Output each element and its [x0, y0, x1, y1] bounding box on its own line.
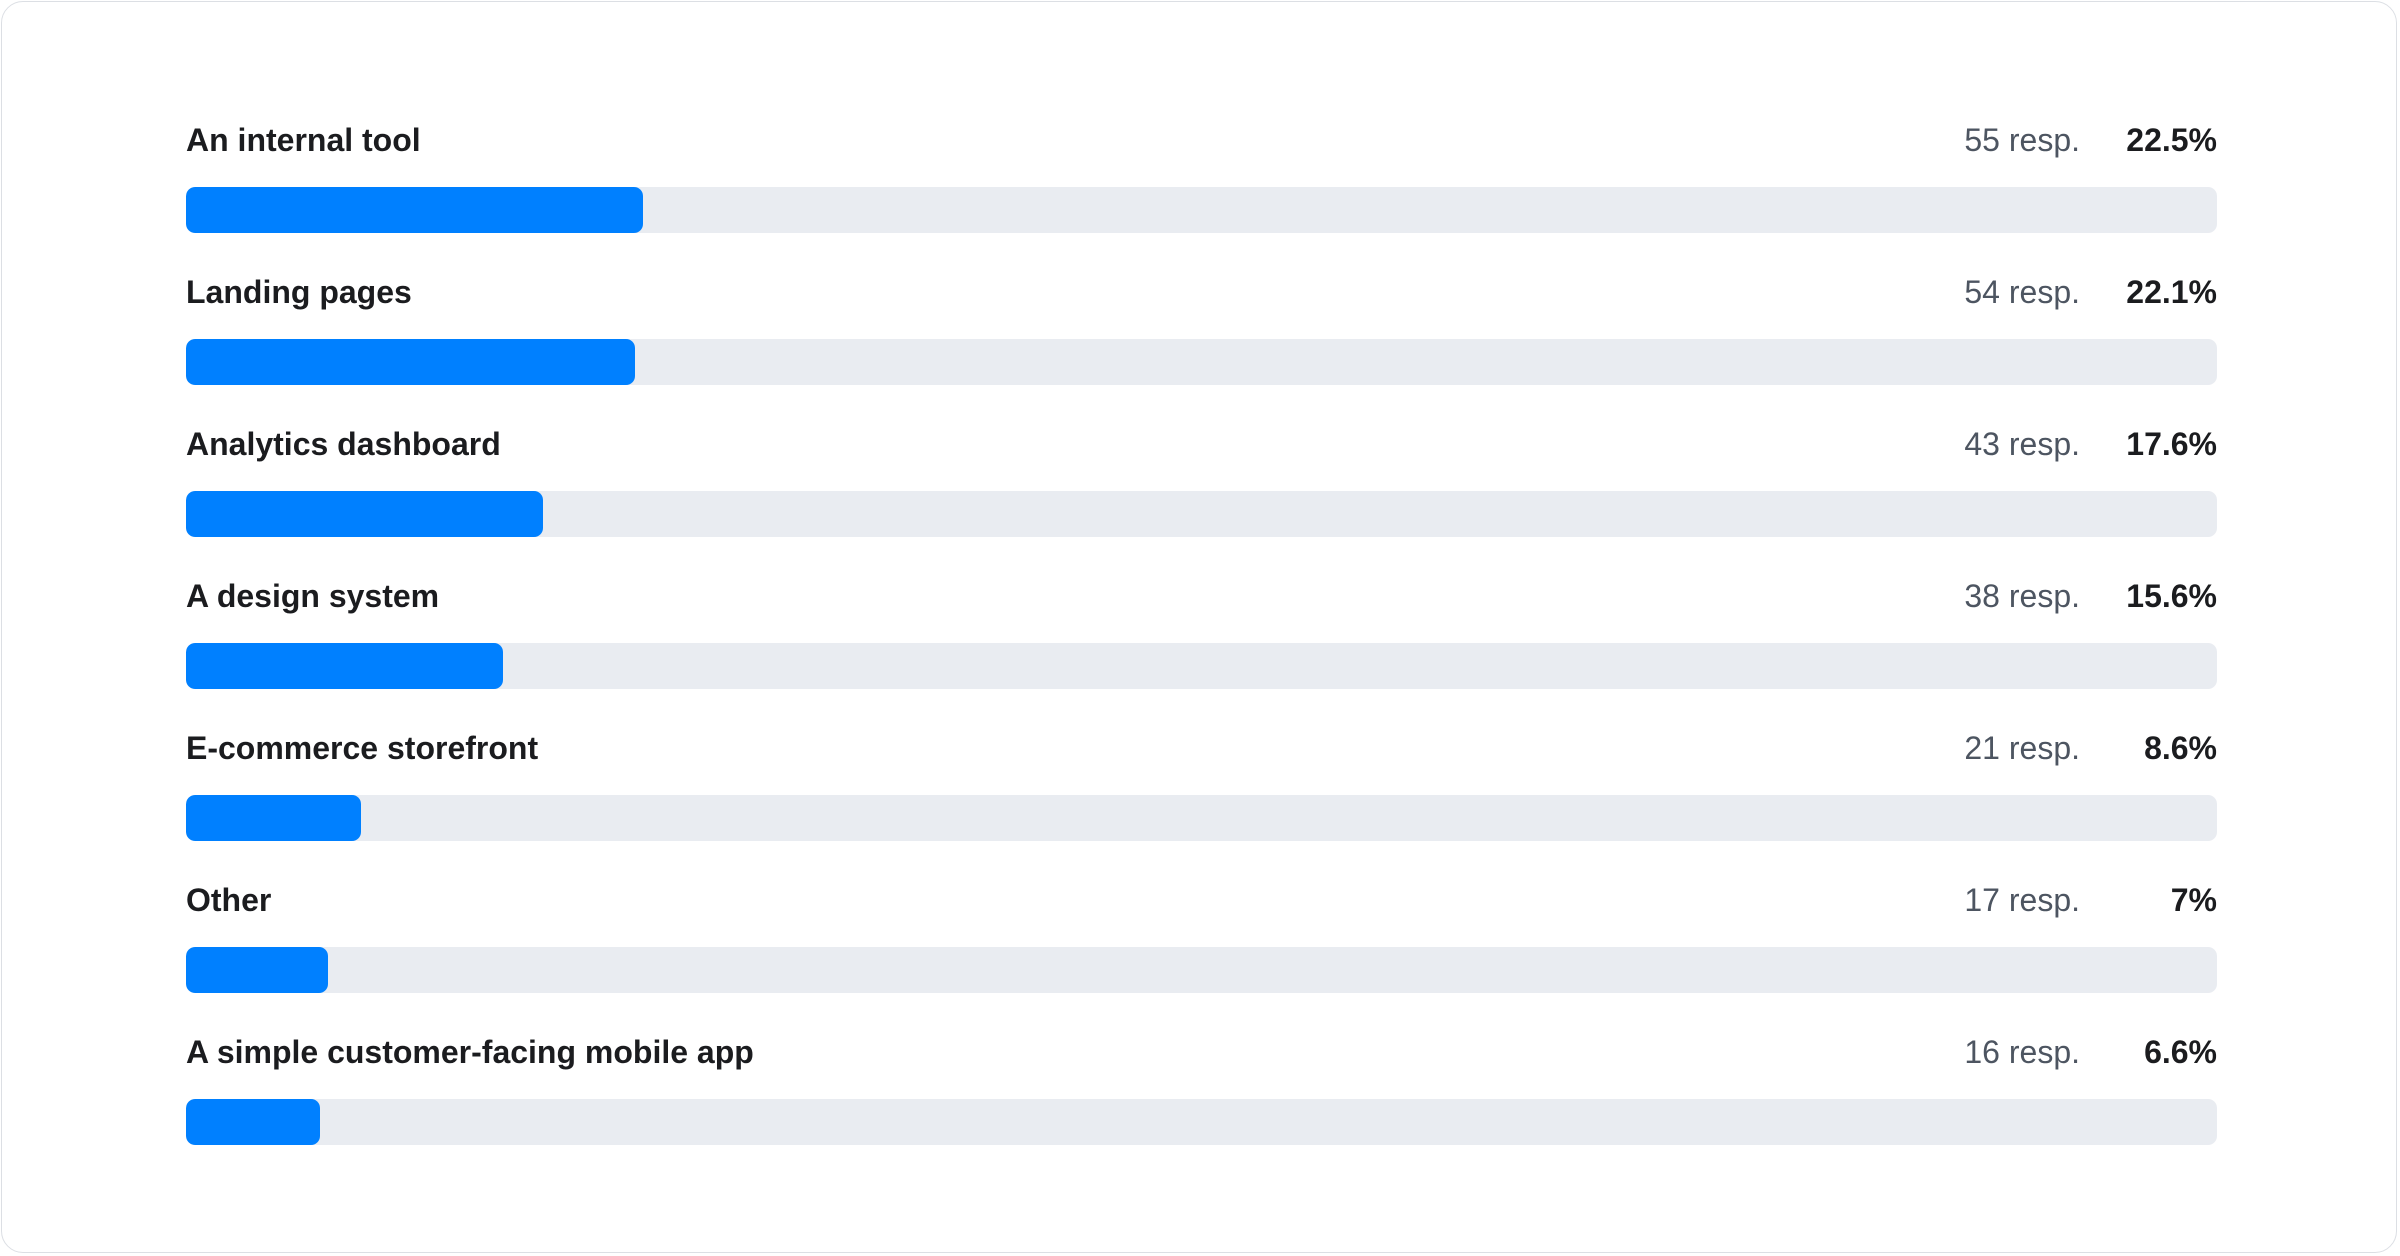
option-label: E-commerce storefront — [186, 729, 539, 766]
bar-track — [186, 1099, 2217, 1145]
row-header: E-commerce storefront 21 resp. 8.6% — [186, 725, 2217, 771]
response-count: 55 resp. — [1964, 121, 2080, 158]
row-header: A simple customer-facing mobile app 16 r… — [186, 1029, 2217, 1075]
bar-track — [186, 947, 2217, 993]
response-count: 17 resp. — [1964, 881, 2080, 918]
bar-track — [186, 339, 2217, 385]
percent-value: 15.6% — [2126, 577, 2217, 614]
response-count: 21 resp. — [1964, 729, 2080, 766]
percent-value: 22.5% — [2126, 121, 2217, 158]
response-count: 16 resp. — [1964, 1033, 2080, 1070]
bar-track — [186, 187, 2217, 233]
row-header: Other 17 resp. 7% — [186, 877, 2217, 923]
response-count: 43 resp. — [1964, 425, 2080, 462]
bar-track — [186, 491, 2217, 537]
result-row: Landing pages 54 resp. 22.1% — [186, 269, 2217, 421]
percent-value: 7% — [2170, 881, 2217, 918]
option-label: Other — [186, 881, 272, 918]
percent-value: 6.6% — [2144, 1033, 2217, 1070]
response-count: 54 resp. — [1964, 273, 2080, 310]
results-list: An internal tool 55 resp. 22.5% Landing … — [186, 117, 2217, 1181]
option-label: A simple customer-facing mobile app — [186, 1033, 754, 1070]
result-row: A design system 38 resp. 15.6% — [186, 573, 2217, 725]
bar-fill — [186, 947, 329, 993]
bar-fill — [186, 491, 544, 537]
row-header: A design system 38 resp. 15.6% — [186, 573, 2217, 619]
bar-fill — [186, 643, 503, 689]
result-row: E-commerce storefront 21 resp. 8.6% — [186, 725, 2217, 877]
bar-track — [186, 643, 2217, 689]
row-header: Landing pages 54 resp. 22.1% — [186, 269, 2217, 315]
percent-value: 22.1% — [2126, 273, 2217, 310]
bar-fill — [186, 1099, 321, 1145]
option-label: An internal tool — [186, 121, 421, 158]
result-row: A simple customer-facing mobile app 16 r… — [186, 1029, 2217, 1181]
percent-value: 8.6% — [2144, 729, 2217, 766]
option-label: Landing pages — [186, 273, 412, 310]
bar-fill — [186, 339, 635, 385]
result-row: Other 17 resp. 7% — [186, 877, 2217, 1029]
response-count: 38 resp. — [1964, 577, 2080, 614]
row-header: An internal tool 55 resp. 22.5% — [186, 117, 2217, 163]
option-label: Analytics dashboard — [186, 425, 501, 462]
option-label: A design system — [186, 577, 440, 614]
row-header: Analytics dashboard 43 resp. 17.6% — [186, 421, 2217, 467]
result-row: An internal tool 55 resp. 22.5% — [186, 117, 2217, 269]
bar-track — [186, 795, 2217, 841]
bar-fill — [186, 187, 643, 233]
result-row: Analytics dashboard 43 resp. 17.6% — [186, 421, 2217, 573]
percent-value: 17.6% — [2126, 425, 2217, 462]
bar-fill — [186, 795, 361, 841]
